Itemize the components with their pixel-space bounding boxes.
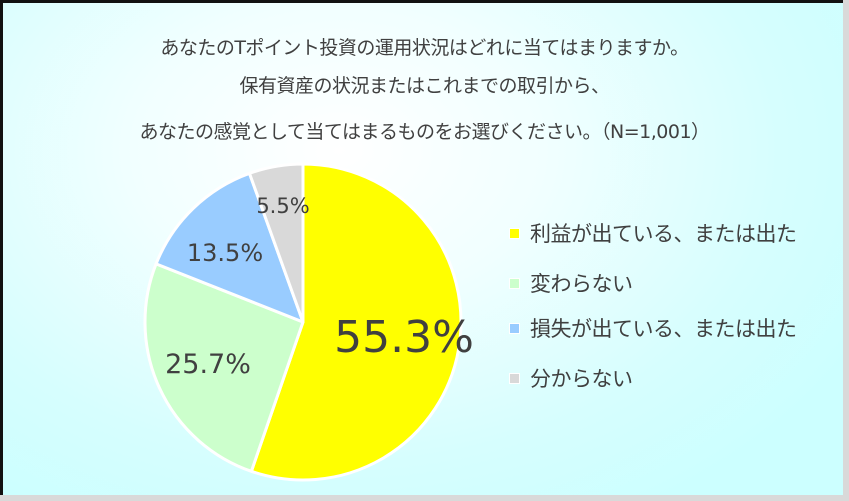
pie-slice-same [143,262,305,473]
frame-shadow-right [843,0,849,501]
legend-label: 損失が出ている、または出た [530,317,797,341]
legend-swatch-green-icon [509,277,520,289]
legend-label: 分からない [530,367,633,391]
label-profit: 55.3% [334,312,474,363]
label-loss: 13.5% [187,239,263,267]
legend-item-unknown: 分からない [509,363,633,393]
legend-label: 変わらない [530,272,633,296]
legend-label: 利益が出ている、または出た [530,222,797,246]
legend-swatch-blue-icon [509,322,520,334]
chart-title-line-3: あなたの感覚として当てはまるものをお選びください。（N=1,001） [139,121,710,143]
pie-slice-unknown [247,162,305,324]
legend-item-same: 変わらない [509,268,633,298]
legend-swatch-yellow-icon [509,227,520,239]
frame-shadow-bottom [0,495,849,501]
label-unknown: 5.5% [256,194,309,218]
label-same: 25.7% [165,349,251,380]
legend-swatch-gray-icon [509,372,520,384]
legend-item-profit: 利益が出ている、または出た [509,218,797,248]
chart-title-line-1: あなたのTポイント投資の運用状況はどれに当てはまりますか。 [160,37,689,59]
legend-item-loss: 損失が出ている、または出た [509,313,797,343]
pie-slice-loss [154,171,305,324]
chart-title-line-2: 保有資産の状況またはこれまでの取引から、 [239,75,610,97]
